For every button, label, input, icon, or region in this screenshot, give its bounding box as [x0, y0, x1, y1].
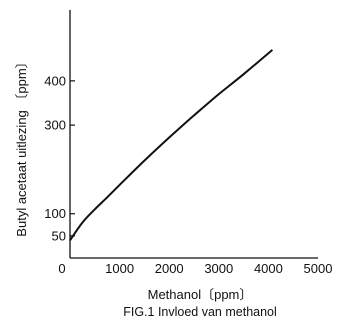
y-axis-title: Butyl acetaat uitlezing 〔ppm〕: [14, 55, 29, 236]
x-tick-label: 0: [58, 261, 65, 276]
x-tick-label: 3000: [204, 261, 233, 276]
x-tick-label: 5000: [304, 261, 333, 276]
y-ticks: 50 100 300 400: [44, 73, 75, 243]
y-tick-label: 400: [44, 73, 66, 88]
x-tick-label: 4000: [254, 261, 283, 276]
y-tick-label: 50: [52, 228, 66, 243]
x-tick-label: 2000: [155, 261, 184, 276]
y-tick-label: 300: [44, 118, 66, 133]
figure-caption: FIG.1 Invloed van methanol: [123, 305, 277, 319]
y-tick-label: 100: [44, 206, 66, 221]
series-line: [69, 49, 274, 241]
x-tick-label: 1000: [105, 261, 134, 276]
x-ticks: 0 1000 2000 3000 4000 5000: [58, 261, 332, 276]
x-axis-title: Methanol〔ppm〕: [148, 287, 253, 302]
